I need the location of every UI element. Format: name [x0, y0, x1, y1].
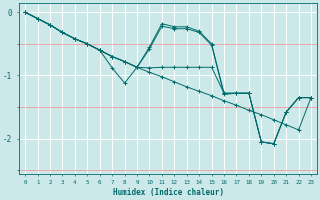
X-axis label: Humidex (Indice chaleur): Humidex (Indice chaleur) — [113, 188, 224, 197]
